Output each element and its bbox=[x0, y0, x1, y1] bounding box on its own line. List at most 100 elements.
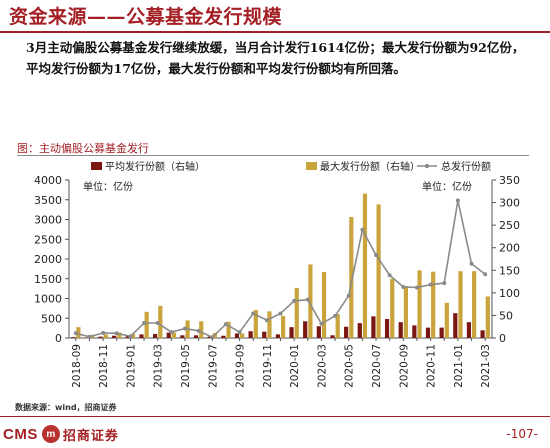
bar-max-issuance bbox=[103, 334, 108, 338]
right-axis-tick-label: 50 bbox=[499, 309, 513, 322]
bar-max-issuance bbox=[253, 310, 258, 338]
point-total-issuance bbox=[251, 311, 256, 316]
legend-marker-total bbox=[424, 163, 430, 169]
bar-max-issuance bbox=[335, 314, 340, 338]
left-axis-tick-label: 2500 bbox=[34, 233, 62, 246]
bar-max-issuance bbox=[458, 271, 463, 338]
x-axis-tick-label: 2018-09 bbox=[71, 344, 83, 388]
bar-average-issuance bbox=[180, 335, 185, 338]
title-divider bbox=[0, 31, 550, 33]
point-total-issuance bbox=[114, 331, 119, 336]
point-total-issuance bbox=[101, 330, 106, 335]
point-total-issuance bbox=[360, 227, 365, 232]
right-axis-tick-label: 350 bbox=[499, 174, 520, 187]
bar-average-issuance bbox=[275, 334, 280, 338]
bar-max-issuance bbox=[294, 287, 299, 338]
point-total-issuance bbox=[87, 334, 92, 339]
left-axis-tick-label: 1000 bbox=[34, 293, 62, 306]
page-title: 资金来源——公募基金发行规模 bbox=[9, 6, 283, 28]
bar-max-issuance bbox=[240, 333, 245, 338]
point-total-issuance bbox=[305, 297, 310, 302]
bar-average-issuance bbox=[166, 332, 171, 338]
point-total-issuance bbox=[428, 282, 433, 287]
left-axis-tick-label: 3500 bbox=[34, 194, 62, 207]
point-total-issuance bbox=[223, 322, 228, 327]
logo-cms-text: CMS bbox=[3, 425, 38, 443]
bar-average-issuance bbox=[139, 334, 144, 338]
x-axis-tick-label: 2019-09 bbox=[235, 344, 247, 388]
page-number: -107- bbox=[506, 427, 538, 441]
point-total-issuance bbox=[278, 311, 283, 316]
bar-average-issuance bbox=[234, 333, 240, 338]
x-axis-tick-label: 2020-03 bbox=[316, 344, 328, 388]
point-total-issuance bbox=[333, 313, 338, 318]
bar-average-issuance bbox=[303, 321, 308, 338]
summary-text: 3月主动偏股公募基金发行继续放缓，当月合计发行1614亿份；最大发行份额为92亿… bbox=[26, 40, 525, 76]
right-axis-tick-label: 300 bbox=[499, 197, 520, 210]
right-axis-tick-label: 250 bbox=[499, 219, 520, 232]
line-total-issuance bbox=[75, 200, 486, 339]
point-total-issuance bbox=[455, 198, 460, 203]
left-axis-tick-label: 2000 bbox=[34, 253, 62, 266]
bar-max-issuance bbox=[431, 271, 436, 338]
bar-average-issuance bbox=[384, 319, 390, 338]
bar-average-issuance bbox=[152, 333, 158, 338]
bar-max-issuance bbox=[321, 272, 327, 338]
point-total-issuance bbox=[292, 298, 297, 303]
left-axis-unit: 单位：亿份 bbox=[83, 180, 133, 193]
legend-label-max: 最大发行份额（右轴） bbox=[320, 160, 420, 173]
legend-label-total: 总发行份额 bbox=[441, 160, 491, 173]
footer-divider bbox=[0, 416, 550, 417]
bar-average-issuance bbox=[71, 337, 76, 338]
bar-average-issuance bbox=[112, 335, 117, 338]
left-axis-tick-label: 3000 bbox=[34, 214, 62, 227]
figure-label: 图：主动偏股公募基金发行 bbox=[17, 142, 149, 155]
point-total-issuance bbox=[73, 331, 78, 336]
bar-max-issuance bbox=[417, 270, 422, 338]
left-axis-tick-label: 0 bbox=[55, 332, 62, 345]
point-total-issuance bbox=[210, 335, 215, 340]
bar-max-issuance bbox=[130, 333, 136, 338]
point-total-issuance bbox=[374, 253, 379, 258]
point-total-issuance bbox=[401, 285, 406, 290]
bar-average-issuance bbox=[412, 325, 417, 338]
company-logo: CMS m 招商证券 bbox=[3, 423, 119, 445]
bar-max-issuance bbox=[171, 332, 177, 338]
bar-average-issuance bbox=[425, 327, 431, 338]
bar-max-issuance bbox=[308, 264, 313, 338]
x-axis-tick-label: 2019-07 bbox=[207, 344, 219, 388]
point-total-issuance bbox=[169, 330, 174, 335]
bar-max-issuance bbox=[281, 315, 286, 338]
bar-max-issuance bbox=[199, 321, 204, 338]
bar-max-issuance bbox=[362, 193, 368, 338]
bar-max-issuance bbox=[472, 271, 477, 338]
bar-max-issuance bbox=[226, 321, 231, 338]
bar-max-issuance bbox=[349, 217, 354, 338]
bar-average-issuance bbox=[207, 336, 212, 338]
left-axis-tick-label: 4000 bbox=[34, 174, 62, 187]
x-axis-tick-label: 2020-05 bbox=[344, 344, 356, 388]
figure-divider bbox=[17, 155, 529, 156]
right-axis-tick-label: 150 bbox=[499, 264, 520, 277]
x-axis-tick-label: 2021-01 bbox=[453, 344, 465, 388]
x-axis-tick-label: 2019-03 bbox=[153, 344, 165, 388]
bar-average-issuance bbox=[466, 322, 472, 338]
point-total-issuance bbox=[237, 330, 242, 335]
point-total-issuance bbox=[346, 293, 351, 298]
point-total-issuance bbox=[196, 328, 201, 333]
point-total-issuance bbox=[442, 281, 447, 286]
legend: 平均发行份额（右轴） 最大发行份额（右轴） 总发行份额 bbox=[91, 160, 491, 173]
right-axis-unit: 单位：亿份 bbox=[422, 180, 472, 193]
bar-average-issuance bbox=[439, 327, 444, 338]
x-axis-tick-label: 2019-11 bbox=[262, 344, 274, 388]
x-axis-tick-label: 2019-05 bbox=[180, 344, 192, 388]
bar-max-issuance bbox=[117, 332, 122, 338]
bar-max-issuance bbox=[76, 327, 81, 338]
legend-swatch-avg bbox=[91, 162, 102, 170]
bar-average-issuance bbox=[480, 330, 485, 338]
x-axis-tick-label: 2020-09 bbox=[398, 344, 410, 388]
logo-chinese-text: 招商证券 bbox=[62, 428, 119, 444]
left-axis-tick-label: 1500 bbox=[34, 273, 62, 286]
bar-max-issuance bbox=[485, 296, 490, 338]
legend-label-avg: 平均发行份额（右轴） bbox=[105, 160, 205, 173]
